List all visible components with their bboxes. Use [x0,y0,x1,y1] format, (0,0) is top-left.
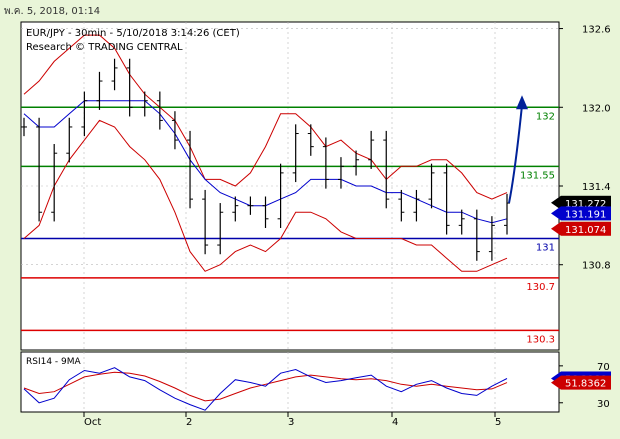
rsi-badge [561,375,611,390]
y-tick-label: 131.4 [582,182,611,193]
price-badge [561,206,611,221]
forecast-arrow [508,95,528,204]
grid [21,22,559,412]
chart-subtitle: Research © TRADING CENTRAL [26,42,183,53]
level-label: 132 [536,111,555,122]
level-label: 131 [536,242,555,253]
price-panel [20,21,560,351]
x-tick-label: 2 [186,417,192,428]
price-badge-label: 131.191 [565,209,606,220]
y-tick-label: 132.0 [582,103,611,114]
price-badge-pointer [551,206,561,221]
y-tick-label: 130.8 [582,261,611,272]
rsi-tick-label: 70 [597,362,610,373]
level-lines: 132 131.55 131 130.7 130.3 [21,106,559,345]
price-badge-label: 131.074 [565,225,606,236]
rsi-ma-line [23,371,508,402]
y-tick-label: 132.6 [582,25,611,36]
x-tick-label: 5 [495,417,501,428]
level-label: 130.7 [526,282,555,293]
price-bars [21,58,510,261]
rsi-panel [20,351,560,413]
rsi-badge-pointer [551,375,561,390]
rsi-line [23,367,508,411]
forecast-arrowhead [516,95,528,110]
rsi-badge-label: 51.8362 [565,379,606,390]
forecast-path [508,105,523,204]
price-badge-pointer [551,221,561,236]
x-tick-label: 3 [288,417,294,428]
rsi-title: RSI14 - 9MA [26,357,82,367]
price-badge-label: 131.272 [565,199,606,210]
timestamp: พ.ค. 5, 2018, 01:14 [4,6,101,17]
x-tick-label: 4 [392,417,398,428]
rsi-tick-label: 30 [597,399,610,410]
price-badge-pointer [551,195,561,210]
price-badge [561,195,611,210]
bollinger-lower-line [23,119,508,272]
chart-title: EUR/JPY - 30min - 5/10/2018 3:14:26 (CET… [26,28,240,39]
x-tick-label: Oct [84,417,101,428]
rsi-lines [23,367,508,411]
price-badge [561,221,611,236]
level-label: 130.3 [526,334,555,345]
level-label: 131.55 [520,170,555,181]
bollinger-upper-line [23,34,508,200]
